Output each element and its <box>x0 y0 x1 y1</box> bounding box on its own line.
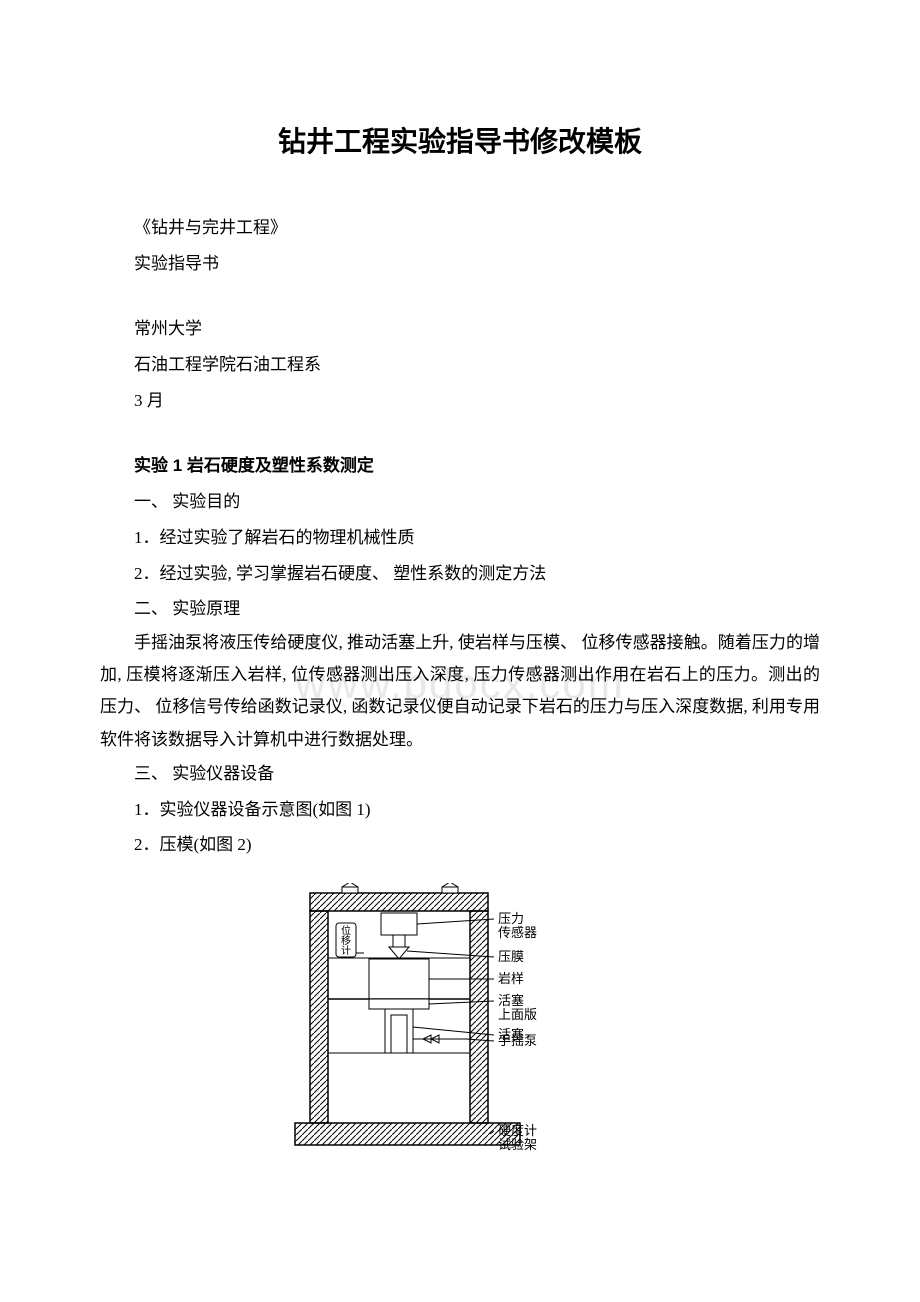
diagram-container: 位移计压力传感器压膜岩样活塞上面版活塞手摇泵硬度计试验架 <box>100 883 820 1163</box>
svg-text:硬度计: 硬度计 <box>498 1123 537 1138</box>
section1-heading: 一、 实验目的 <box>100 484 820 520</box>
svg-text:压膜: 压膜 <box>498 949 524 964</box>
section3-item2: 2．压模(如图 2) <box>100 827 820 863</box>
document-title: 钻井工程实验指导书修改模板 <box>100 120 820 160</box>
svg-text:压力: 压力 <box>498 911 524 926</box>
svg-text:手摇泵: 手摇泵 <box>498 1033 537 1048</box>
department: 石油工程学院石油工程系 <box>100 347 820 383</box>
university: 常州大学 <box>100 311 820 347</box>
svg-text:上面版: 上面版 <box>498 1007 537 1022</box>
svg-text:岩样: 岩样 <box>498 971 524 986</box>
apparatus-diagram: 位移计压力传感器压膜岩样活塞上面版活塞手摇泵硬度计试验架 <box>290 883 630 1163</box>
svg-text:传感器: 传感器 <box>498 925 537 940</box>
section1-item1: 1．经过实验了解岩石的物理机械性质 <box>100 520 820 556</box>
svg-text:活塞: 活塞 <box>498 993 524 1008</box>
subtitle: 实验指导书 <box>100 246 820 282</box>
month: 3 月 <box>100 383 820 419</box>
book-title: 《钻井与完井工程》 <box>100 210 820 246</box>
svg-text:计: 计 <box>341 944 351 957</box>
experiment-heading: 实验 1 岩石硬度及塑性系数测定 <box>100 448 820 484</box>
section1-item2: 2．经过实验, 学习掌握岩石硬度、 塑性系数的测定方法 <box>100 556 820 592</box>
section3-item1: 1．实验仪器设备示意图(如图 1) <box>100 792 820 828</box>
document-content: 钻井工程实验指导书修改模板 《钻井与完井工程》 实验指导书 常州大学 石油工程学… <box>100 120 820 1163</box>
section3-heading: 三、 实验仪器设备 <box>100 756 820 792</box>
section2-body: 手摇油泵将液压传给硬度仪, 推动活塞上升, 使岩样与压模、 位移传感器接触。随着… <box>100 627 820 756</box>
section2-heading: 二、 实验原理 <box>100 591 820 627</box>
svg-text:试验架: 试验架 <box>498 1137 537 1152</box>
